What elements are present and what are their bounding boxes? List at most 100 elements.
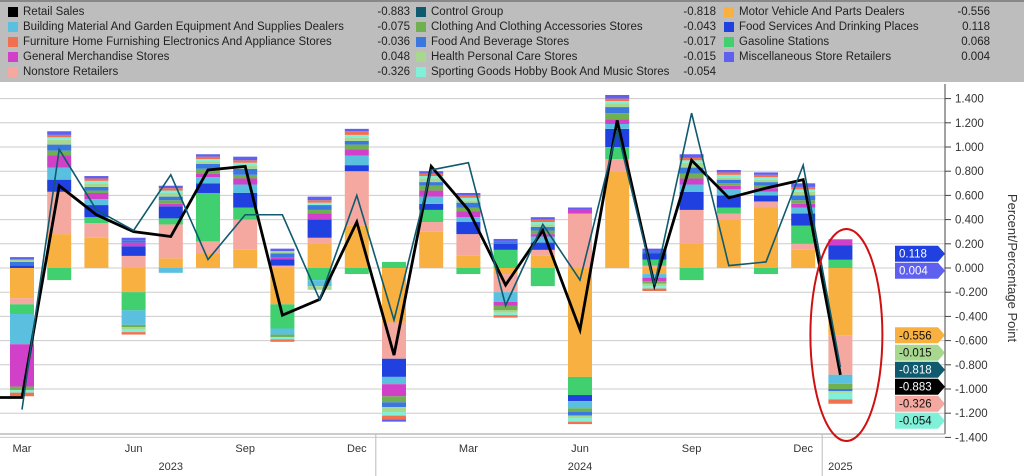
legend-value: -0.043: [683, 21, 716, 33]
bar-segment: [307, 209, 332, 214]
bar-segment: [493, 305, 518, 311]
legend-value: 0.048: [381, 51, 410, 63]
x-tick-label: Jun: [125, 443, 143, 455]
bar-segment: [47, 234, 72, 268]
bar-segment: [493, 241, 518, 244]
bar-segment: [456, 200, 481, 203]
bar-segment: [716, 219, 741, 268]
bar-segment: [196, 183, 220, 193]
bar-segment: [679, 243, 704, 268]
bar-segment: [568, 209, 592, 214]
control-group-line: [21, 112, 842, 410]
bar-segment: [307, 205, 332, 210]
bar-segment: [419, 176, 444, 179]
bar-segment: [791, 191, 816, 196]
bar-segment: [568, 207, 592, 210]
bar-segment: [419, 196, 444, 204]
bar-segment: [419, 190, 444, 197]
bar-segment: [828, 399, 853, 404]
y-tick-label: 0.400: [955, 215, 984, 227]
stacked-bar-chart: 1.400 1.200 1.000 0.800 0.600 0.400 0.200 0.000…: [0, 84, 1020, 476]
x-tick-label: Dec: [793, 443, 813, 455]
legend-label: Health Personal Care Stores: [431, 51, 578, 63]
bar-segment: [233, 249, 258, 268]
bar-segment: [158, 190, 183, 193]
bar-segment: [716, 195, 741, 208]
y-tick-label: -0.800: [955, 360, 988, 372]
bar-segment: [419, 185, 444, 191]
bar-segment: [270, 251, 295, 254]
bar-segment: [10, 313, 34, 345]
bar-segment: [754, 188, 778, 192]
bar-segment: [493, 268, 518, 275]
legend-swatch: [8, 37, 18, 47]
bar-segment: [642, 268, 667, 275]
bar-segment: [382, 407, 406, 412]
bar-segment: [716, 213, 741, 220]
bar-segment: [344, 155, 369, 166]
bar-segment: [10, 268, 34, 299]
bar-segment: [158, 185, 183, 189]
value-flag: [895, 245, 945, 262]
bar-segment: [270, 328, 295, 335]
bar-segment: [270, 259, 295, 266]
value-flag: [895, 344, 945, 361]
legend-label: General Merchandise Stores: [23, 51, 170, 63]
legend-value: -0.036: [377, 36, 410, 48]
bar-segment: [382, 402, 406, 408]
bar-segment: [568, 418, 592, 422]
bar-segment: [47, 144, 72, 151]
bar-segment: [344, 165, 369, 172]
bar-segment: [530, 234, 555, 237]
value-flag: [895, 262, 945, 279]
y-tick-label: -0.400: [955, 311, 988, 323]
bar-segment: [679, 173, 704, 179]
bar-segment: [121, 329, 146, 333]
legend-value: 0.004: [961, 51, 990, 63]
bar-segment: [344, 131, 369, 135]
legend-item: Clothing And Clothing Accessories Stores: [416, 20, 643, 34]
bar-segment: [419, 222, 444, 232]
bar-segment: [307, 213, 332, 220]
legend-label: Sporting Goods Hobby Book And Music Stor…: [431, 66, 670, 78]
bar-segment: [419, 203, 444, 210]
bar-segment: [456, 234, 481, 256]
bar-segment: [121, 246, 146, 256]
bar-segment: [196, 173, 220, 178]
bar-segment: [754, 268, 778, 275]
legend-item: Miscellaneous Store Retailers: [724, 50, 891, 64]
legend-label: Retail Sales: [23, 6, 85, 18]
bar-segment: [382, 376, 406, 385]
legend-label: Food Services And Drinking Places: [739, 21, 919, 33]
legend-value: 0.068: [961, 36, 990, 48]
bar-segment: [158, 196, 183, 201]
bar-segment: [754, 177, 778, 180]
legend-item: Health Personal Care Stores: [416, 50, 577, 64]
legend-swatch: [724, 7, 734, 17]
bar-segment: [456, 255, 481, 268]
bar-segment: [158, 206, 183, 219]
bar-segment: [196, 177, 220, 184]
bar-segment: [84, 180, 109, 184]
bar-segment: [530, 219, 555, 223]
bar-segment: [158, 268, 183, 273]
bar-segment: [419, 173, 444, 177]
bar-segment: [158, 258, 183, 268]
bar-segment: [642, 251, 667, 254]
bar-segment: [158, 192, 183, 197]
bar-segment: [196, 192, 220, 242]
legend-swatch: [416, 67, 426, 77]
bar-segment: [47, 167, 72, 180]
legend-item: Control Group: [416, 5, 503, 19]
bar-segment: [233, 162, 258, 166]
bar-segment: [568, 376, 592, 396]
bar-segment: [84, 237, 109, 268]
value-flag: [895, 412, 945, 429]
bar-segment: [121, 324, 146, 328]
bar-segment: [121, 332, 146, 335]
bar-segment: [196, 154, 220, 157]
legend-swatch: [416, 22, 426, 32]
bar-segment: [568, 421, 592, 425]
bar-segment: [493, 249, 518, 268]
bar-segment: [121, 255, 146, 268]
